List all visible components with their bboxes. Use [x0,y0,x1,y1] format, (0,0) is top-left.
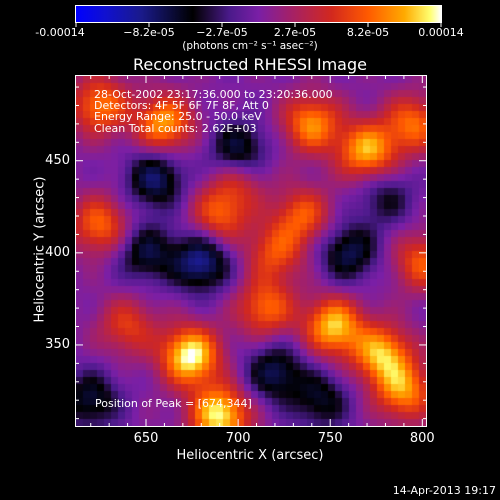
annotation-peak-position: Position of Peak = [674,344] [95,397,252,410]
colorbar-tick-label: 2.7e-05 [273,26,317,39]
annotation-time-range: 28-Oct-2002 23:17:36.000 to 23:20:36.000 [94,88,333,101]
x-tick-label: 650 [133,431,159,446]
colorbar-tick-label: −8.2e-05 [123,26,175,39]
y-tick-label: 350 [45,336,70,352]
y-tick-label: 450 [45,152,70,168]
x-tick-label: 700 [225,431,251,446]
colorbar-tick-label: 8.2e-05 [346,26,390,39]
annotation-clean-counts: Clean Total counts: 2.62E+03 [94,122,257,135]
colorbar-ticks [75,22,442,27]
chart-title: Reconstructed RHESSI Image [133,55,367,74]
colorbar [75,5,442,23]
heatmap-plot-area: 28-Oct-2002 23:17:36.000 to 23:20:36.000… [75,75,427,427]
heatmap-image [76,76,426,426]
y-axis-label: Heliocentric Y (arcsec) [32,176,48,323]
colorbar-tick-label: −2.7e-05 [196,26,248,39]
x-axis-label: Heliocentric X (arcsec) [176,448,324,463]
annotation-detectors: Detectors: 4F 5F 6F 7F 8F, Att 0 [94,99,269,112]
colorbar-tick-label: -0.00014 [35,26,85,39]
x-tick-label: 800 [409,431,435,446]
colorbar-tick-label: 0.00014 [418,26,464,39]
footer-timestamp: 14-Apr-2013 19:17 [392,484,496,497]
annotation-energy-range: Energy Range: 25.0 - 50.0 keV [94,110,262,123]
colorbar-unit-label: (photons cm⁻² s⁻¹ asec⁻²) [182,40,318,52]
x-tick-label: 750 [317,431,343,446]
y-tick-label: 400 [45,244,70,260]
